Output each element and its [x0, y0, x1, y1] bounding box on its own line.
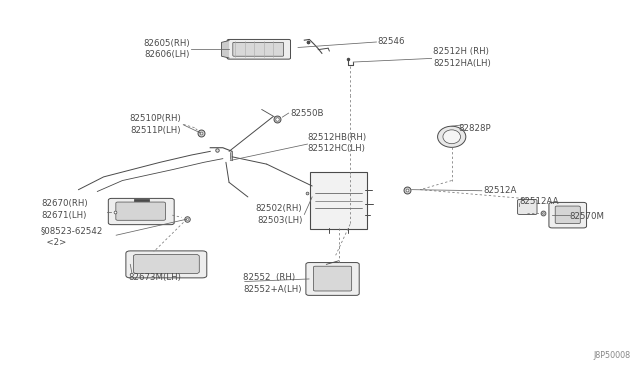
Text: 82570M: 82570M [570, 212, 605, 221]
Ellipse shape [443, 130, 461, 144]
FancyBboxPatch shape [518, 199, 537, 214]
Text: 82512AA: 82512AA [520, 197, 559, 206]
FancyBboxPatch shape [233, 42, 284, 56]
Text: 82670(RH)
82671(LH): 82670(RH) 82671(LH) [41, 199, 88, 220]
FancyBboxPatch shape [116, 202, 165, 220]
Text: 82510P(RH)
82511P(LH): 82510P(RH) 82511P(LH) [129, 114, 180, 135]
FancyBboxPatch shape [549, 202, 587, 228]
Text: 82512A: 82512A [483, 186, 516, 195]
FancyBboxPatch shape [310, 172, 367, 229]
Polygon shape [221, 41, 229, 58]
Text: 82605(RH)
82606(LH): 82605(RH) 82606(LH) [143, 39, 190, 59]
FancyBboxPatch shape [227, 39, 291, 59]
Text: 82512HB(RH)
82512HC(LH): 82512HB(RH) 82512HC(LH) [307, 132, 367, 153]
Text: J8P50008: J8P50008 [593, 351, 630, 360]
FancyBboxPatch shape [306, 263, 359, 295]
Text: 82550B: 82550B [290, 109, 323, 118]
Ellipse shape [438, 126, 466, 147]
Text: 82512H (RH)
82512HA(LH): 82512H (RH) 82512HA(LH) [433, 47, 491, 68]
FancyBboxPatch shape [314, 266, 351, 291]
Text: 82502(RH)
82503(LH): 82502(RH) 82503(LH) [256, 204, 303, 225]
FancyBboxPatch shape [556, 206, 580, 224]
Text: 82673M(LH): 82673M(LH) [129, 273, 182, 282]
FancyBboxPatch shape [133, 254, 199, 273]
FancyBboxPatch shape [108, 198, 174, 225]
Text: 82546: 82546 [378, 37, 405, 46]
Text: 82552  (RH)
82552+A(LH): 82552 (RH) 82552+A(LH) [243, 273, 302, 294]
Text: §08523-62542
  <2>: §08523-62542 <2> [41, 226, 103, 247]
FancyBboxPatch shape [126, 251, 207, 278]
Text: 82828P: 82828P [458, 124, 491, 133]
